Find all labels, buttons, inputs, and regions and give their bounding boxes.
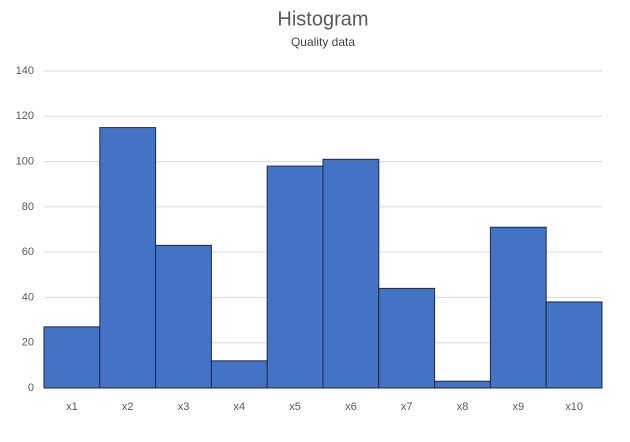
bar [43,326,101,389]
x-tick-label: x10 [565,401,583,413]
bar [545,301,603,389]
x-tick-label: x8 [457,401,469,413]
chart-title: Histogram [277,8,368,30]
bar [322,158,380,389]
x-tick-label: x2 [122,401,134,413]
bar [489,226,547,389]
bar [99,127,157,389]
x-tick-label: x4 [233,401,245,413]
bar [266,165,324,389]
x-tick-label: x5 [289,401,301,413]
y-tick-label: 100 [16,155,34,167]
y-tick-label: 60 [22,246,34,258]
bar [434,380,491,389]
chart-subtitle: Quality data [291,35,355,49]
y-tick-label: 0 [28,382,34,394]
y-tick-label: 80 [22,201,34,213]
x-tick-label: x9 [512,401,524,413]
x-tick-label: x6 [345,401,357,413]
y-tick-label: 120 [16,110,34,122]
bar [210,360,268,389]
x-tick-label: x7 [401,401,413,413]
bar [155,244,212,389]
y-tick-label: 40 [22,291,34,303]
y-tick-label: 20 [22,337,34,349]
y-tick-label: 140 [16,65,34,77]
x-tick-label: x1 [66,401,78,413]
x-tick-label: x3 [178,401,190,413]
bar [378,287,436,389]
